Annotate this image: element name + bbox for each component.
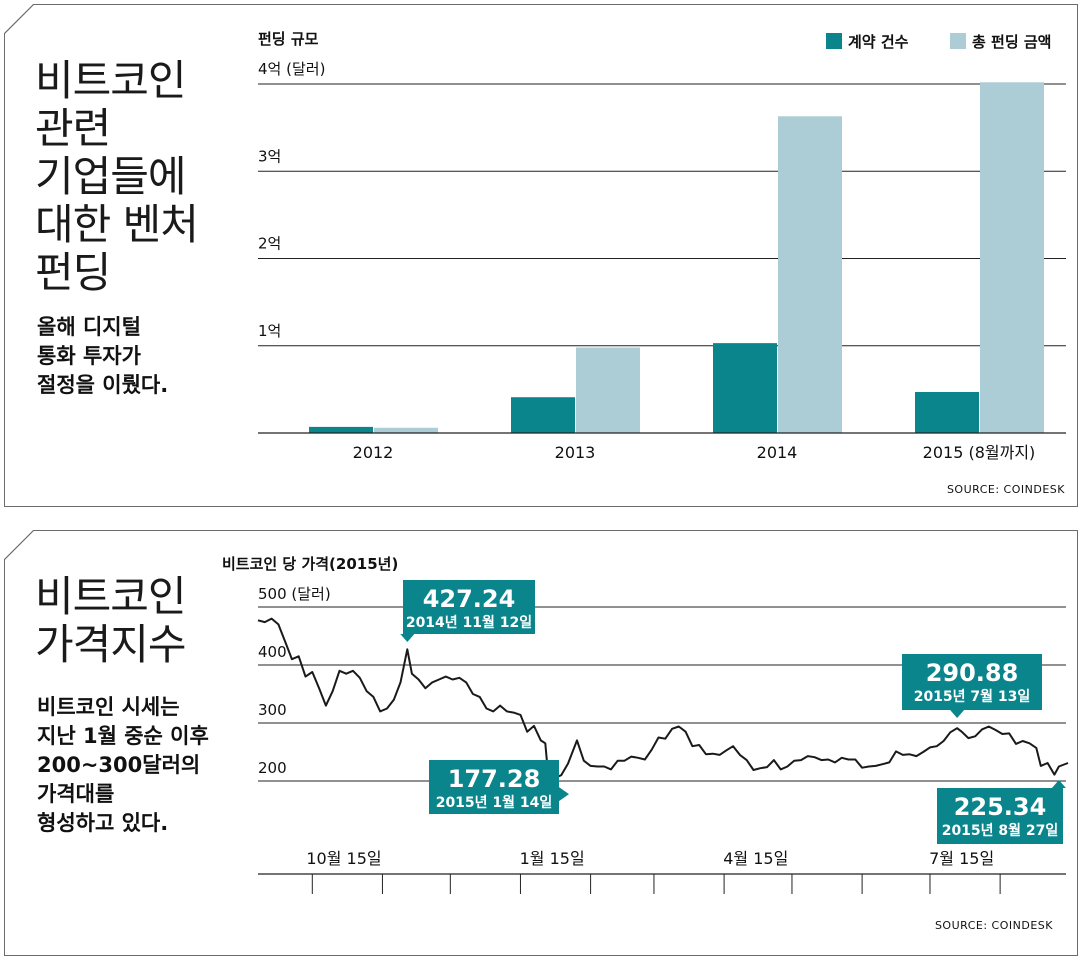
callout-pointer <box>400 634 415 642</box>
bar-total-funding <box>778 116 842 433</box>
funding-ylabel: 펀딩 규모 <box>258 30 319 48</box>
legend-label: 총 펀딩 금액 <box>972 33 1051 51</box>
callout-value: 225.34 <box>954 793 1047 821</box>
price-title: 비트코인 가격지수 <box>35 572 187 669</box>
panel-corner-cut <box>4 4 35 35</box>
price-line <box>257 617 1069 796</box>
line-xtick-label: 1월 15일 <box>520 849 585 868</box>
price-source: SOURCE: COINDESK <box>934 919 1053 932</box>
bar-deal-count <box>309 426 373 433</box>
bar-total-funding <box>374 427 438 433</box>
bar-category-label: 2012 <box>353 443 394 462</box>
line-xtick-label: 7월 15일 <box>929 849 994 868</box>
funding-source: SOURCE: COINDESK <box>946 483 1065 496</box>
callout-box <box>937 788 1063 844</box>
legend-swatch <box>826 33 842 49</box>
bar-ytick-label: 3억 <box>258 147 281 165</box>
callout-date: 2014년 11월 12일 <box>406 614 532 631</box>
bar-category-label: 2013 <box>555 443 596 462</box>
line-ytick-label: 500 (달러) <box>258 585 331 603</box>
callout-value: 177.28 <box>448 765 541 793</box>
funding-bar-chart: 펀딩 규모 1억 2억 3억 4억 (달러) 2012 2013 2014 2015 (8월까지… <box>258 30 1066 462</box>
bar-deal-count <box>713 343 777 433</box>
callout-date: 2015년 1월 14일 <box>436 794 553 811</box>
line-ytick-label: 200 <box>258 759 287 777</box>
callout-box <box>429 760 559 814</box>
line-xtick-label: 4월 15일 <box>723 849 788 868</box>
callout-value: 290.88 <box>926 659 1019 687</box>
callout-date: 2015년 8월 27일 <box>942 822 1059 839</box>
legend-swatch <box>950 33 966 49</box>
callout-box <box>902 654 1042 710</box>
price-panel: 비트코인 가격지수 비트코인 시세는 지난 1월 중순 이후 200~300달러… <box>4 530 1078 956</box>
funding-title: 비트코인 관련 기업들에 대한 벤처 펀딩 <box>35 56 199 297</box>
callout-pointer <box>559 787 569 802</box>
bar-deal-count <box>915 391 979 433</box>
price-subtitle: 비트코인 시세는 지난 1월 중순 이후 200~300달러의 가격대를 형성하… <box>37 695 209 835</box>
line-ytick-label: 300 <box>258 701 287 719</box>
bar-ytick-label: 4억 (달러) <box>258 60 325 78</box>
bar-ytick-label: 1억 <box>258 322 281 340</box>
bar-deal-count <box>511 397 575 433</box>
callout-pointer <box>1051 780 1066 788</box>
funding-subtitle: 올해 디지털 통화 투자가 절정을 이뤘다. <box>37 315 169 397</box>
panel-corner-cut-2 <box>4 530 35 561</box>
line-ytick-label: 400 <box>258 643 287 661</box>
callout-pointer <box>950 710 965 718</box>
bar-total-funding <box>980 82 1044 433</box>
line-xtick-label: 10월 15일 <box>306 849 381 868</box>
bar-ytick-label: 2억 <box>258 235 281 253</box>
price-ylabel: 비트코인 당 가격(2015년) <box>222 555 398 573</box>
bar-category-label: 2015 (8월까지) <box>923 443 1036 462</box>
legend-label: 계약 건수 <box>848 33 909 51</box>
callout-value: 427.24 <box>423 585 516 613</box>
bar-category-label: 2014 <box>757 443 798 462</box>
callout-box <box>403 580 535 634</box>
bar-total-funding <box>576 347 640 433</box>
callout-date: 2015년 7월 13일 <box>914 688 1031 705</box>
